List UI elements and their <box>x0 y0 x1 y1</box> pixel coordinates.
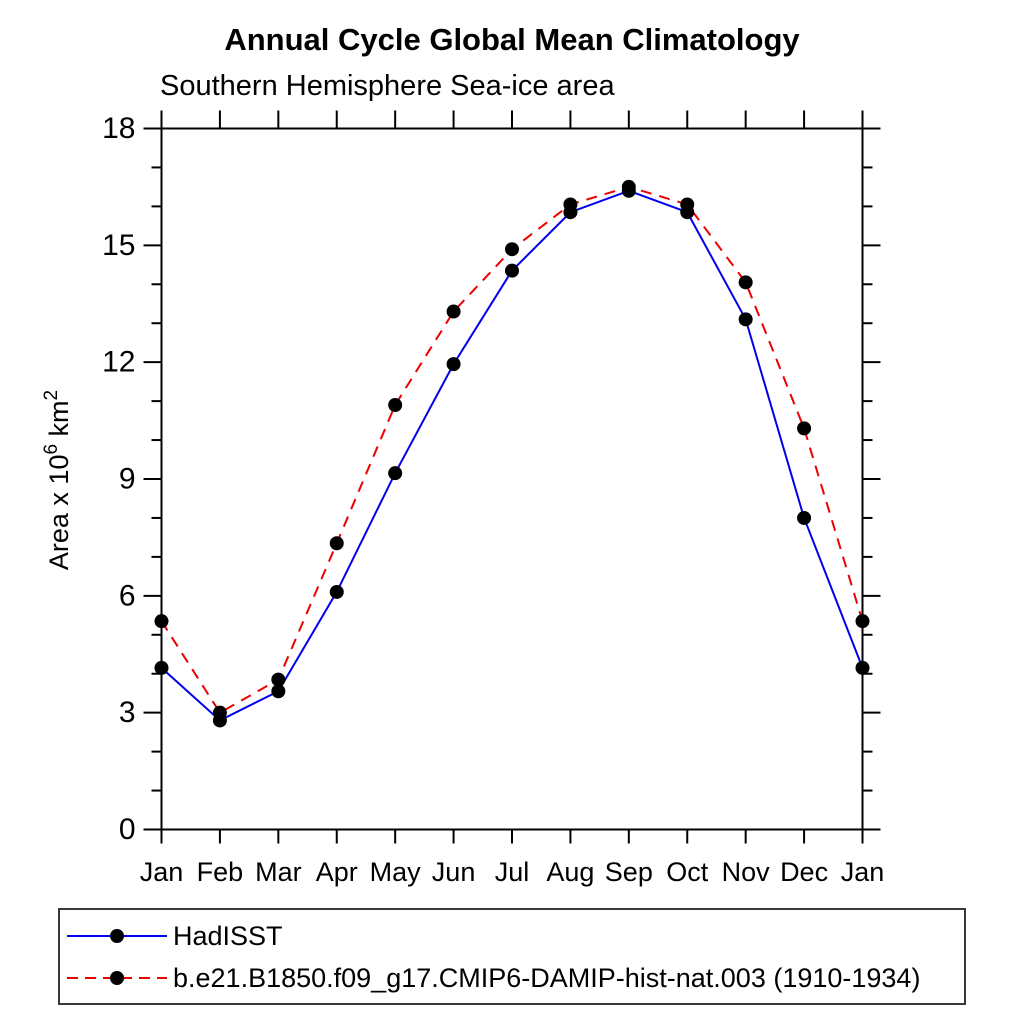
x-tick-label: Mar <box>255 857 302 887</box>
legend-label-model: b.e21.B1850.f09_g17.CMIP6-DAMIP-hist-nat… <box>173 962 921 993</box>
y-axis-title-part: Area x 10 <box>44 455 74 571</box>
data-point-hadisst <box>797 510 812 525</box>
y-axis-title: Area x 106 km2 <box>41 390 74 570</box>
x-tick-label: Apr <box>316 857 358 887</box>
legend-item-hadisst: HadISST <box>64 915 964 957</box>
plot-frame <box>160 127 864 831</box>
data-point-hadisst <box>329 584 344 599</box>
data-point-hadisst <box>505 263 519 278</box>
data-point-model <box>271 672 286 687</box>
data-point-hadisst <box>446 357 461 372</box>
data-point-hadisst <box>855 660 870 675</box>
x-tick-label: Jan <box>841 857 885 887</box>
data-point-model <box>855 614 870 629</box>
x-tick-label: Jun <box>432 857 476 887</box>
x-tick-label: Sep <box>605 857 653 887</box>
data-point-model <box>446 304 461 319</box>
data-point-model <box>563 197 578 212</box>
data-point-model <box>329 536 344 551</box>
x-tick-label: May <box>370 857 422 887</box>
data-point-model <box>388 398 403 413</box>
y-axis-title-sup: 6 <box>41 444 62 455</box>
data-point-model <box>505 242 519 257</box>
legend: HadISST b.e21.B1850.f09_g17.CMIP6-DAMIP-… <box>58 908 966 1005</box>
y-tick-label: 18 <box>102 112 135 145</box>
y-tick-label: 0 <box>119 813 136 846</box>
y-tick-label: 12 <box>102 346 135 379</box>
legend-line-dashed-icon <box>67 971 167 985</box>
y-tick-label: 9 <box>119 463 136 496</box>
y-tick-label: 6 <box>119 579 136 612</box>
x-tick-label: Oct <box>666 857 709 887</box>
chart-title: Annual Cycle Global Mean Climatology <box>224 22 800 57</box>
data-point-model <box>212 705 227 720</box>
legend-line-solid-icon <box>67 929 167 943</box>
x-tick-label: Aug <box>546 857 594 887</box>
data-point-model <box>797 421 812 436</box>
data-point-hadisst <box>154 660 169 675</box>
y-tick-label: 15 <box>102 229 135 262</box>
x-tick-label: Dec <box>780 857 828 887</box>
y-axis-title-sup: 2 <box>41 390 62 401</box>
x-tick-label: Feb <box>197 857 244 887</box>
x-tick-label: Nov <box>722 857 771 887</box>
data-point-model <box>680 197 695 212</box>
x-tick-label: Jul <box>495 857 530 887</box>
y-axis-title-part: km <box>44 400 74 444</box>
data-point-hadisst <box>738 312 753 327</box>
legend-label-hadisst: HadISST <box>173 920 283 951</box>
x-tick-label: Jan <box>140 857 184 887</box>
y-tick-label: 3 <box>119 696 136 729</box>
data-point-hadisst <box>271 684 286 699</box>
data-point-model <box>154 614 169 629</box>
legend-item-model: b.e21.B1850.f09_g17.CMIP6-DAMIP-hist-nat… <box>64 957 964 999</box>
data-point-model <box>621 179 636 194</box>
data-point-model <box>738 275 753 290</box>
data-point-hadisst <box>388 466 403 481</box>
chart-subtitle: Southern Hemisphere Sea-ice area <box>160 70 615 102</box>
